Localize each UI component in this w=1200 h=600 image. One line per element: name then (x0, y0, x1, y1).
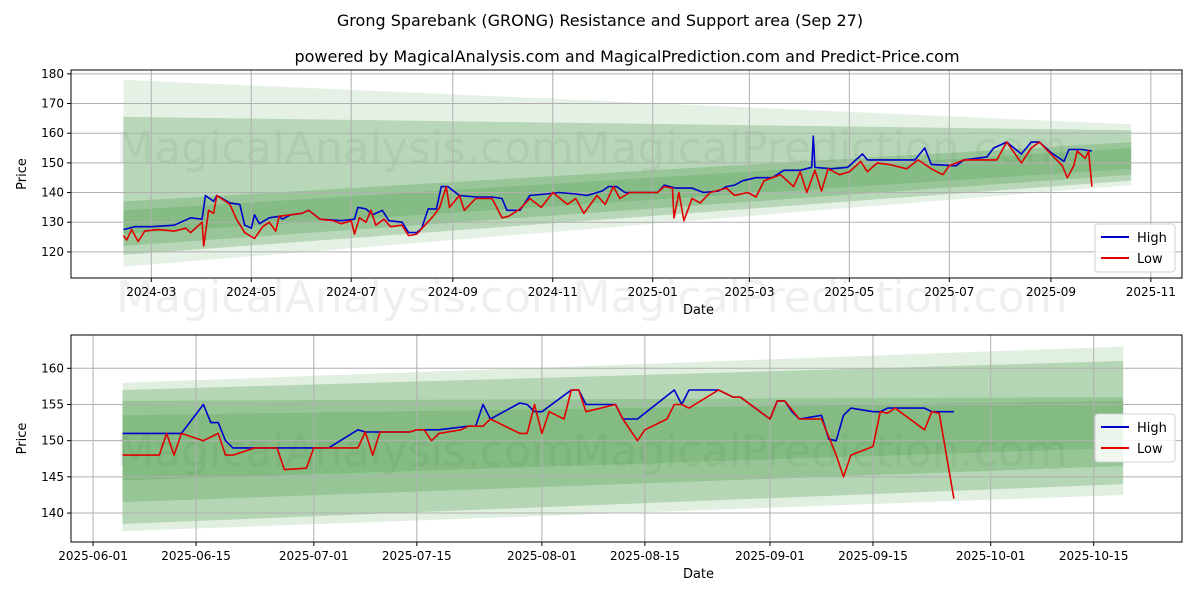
x-tick-label: 2024-03 (126, 285, 176, 299)
y-tick-label: 130 (41, 215, 64, 229)
x-tick-label: 2025-09-01 (735, 549, 805, 563)
x-tick-label: 2024-07 (326, 285, 376, 299)
x-tick-label: 2025-06-15 (161, 549, 231, 563)
watermark: MagicalPrediction.com (573, 272, 1068, 323)
x-tick-label: 2025-08-01 (507, 549, 577, 563)
y-tick-label: 140 (41, 186, 64, 200)
legend-label-low: Low (1137, 252, 1163, 267)
y-tick-label: 180 (41, 67, 64, 81)
x-tick-label: 2024-09 (428, 285, 478, 299)
watermark: MagicalAnalysis.com (116, 426, 574, 477)
y-tick-label: 150 (41, 156, 64, 170)
watermark: MagicalAnalysis.com (116, 272, 574, 323)
x-tick-label: 2025-11 (1126, 285, 1176, 299)
support-resistance-band (123, 148, 1132, 235)
legend-label-high: High (1137, 231, 1167, 246)
x-tick-label: 2025-10-01 (956, 549, 1026, 563)
x-tick-label: 2025-03 (724, 285, 774, 299)
series-line-low (122, 389, 955, 499)
support-resistance-band (123, 116, 1132, 255)
y-axis-label: Price (15, 158, 30, 190)
x-tick-label: 2025-07 (924, 285, 974, 299)
y-tick-label: 160 (41, 361, 64, 375)
x-tick-label: 2025-10-15 (1059, 549, 1129, 563)
watermark: MagicalPrediction.com (573, 123, 1068, 174)
y-tick-label: 155 (41, 397, 64, 411)
y-tick-label: 145 (41, 470, 64, 484)
x-tick-label: 2025-09 (1026, 285, 1076, 299)
series-line-high (122, 389, 954, 449)
support-resistance-band (123, 79, 1132, 267)
series-line-low (122, 141, 1093, 247)
x-tick-label: 2025-07-01 (279, 549, 349, 563)
legend-label-low: Low (1137, 442, 1163, 457)
x-tick-label: 2024-11 (528, 285, 578, 299)
legend: High Low (1094, 413, 1176, 463)
x-axis-label: Date (683, 303, 714, 318)
chart-title: Grong Sparebank (GRONG) Resistance and S… (337, 11, 863, 30)
watermark: MagicalPrediction.com (573, 426, 1068, 477)
y-axis-label: Price (15, 423, 30, 455)
y-tick-label: 170 (41, 97, 64, 111)
x-tick-label: 2025-01 (628, 285, 678, 299)
watermark: MagicalAnalysis.com (116, 123, 574, 174)
bottom-chart: MagicalAnalysis.comMagicalPrediction.com… (15, 334, 1183, 582)
x-tick-label: 2025-09-15 (838, 549, 908, 563)
x-tick-label: 2025-06-01 (58, 549, 128, 563)
legend-label-high: High (1137, 421, 1167, 436)
top-chart: MagicalAnalysis.comMagicalPrediction.com… (15, 67, 1183, 323)
y-tick-label: 160 (41, 126, 64, 140)
legend: High Low (1094, 223, 1176, 273)
x-tick-label: 2024-05 (226, 285, 276, 299)
axes-frame (70, 69, 1183, 279)
axes-frame (70, 334, 1183, 543)
x-tick-label: 2025-08-15 (610, 549, 680, 563)
y-tick-label: 120 (41, 245, 64, 259)
x-axis-label: Date (683, 567, 714, 582)
chart-subtitle: powered by MagicalAnalysis.com and Magic… (294, 47, 959, 66)
x-tick-label: 2025-05 (824, 285, 874, 299)
y-tick-label: 140 (41, 506, 64, 520)
x-tick-label: 2025-07-15 (382, 549, 452, 563)
y-tick-label: 150 (41, 434, 64, 448)
